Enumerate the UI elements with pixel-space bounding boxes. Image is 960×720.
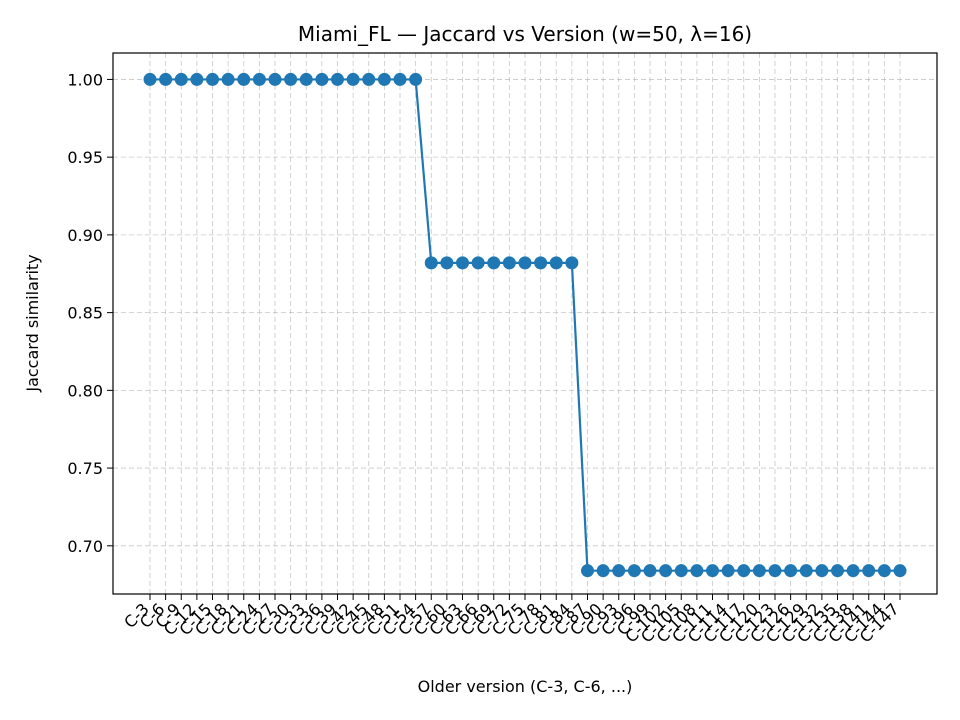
data-point [768, 564, 782, 578]
y-tick-label: 0.95 [67, 148, 103, 167]
data-point [487, 256, 501, 270]
data-point [674, 564, 688, 578]
data-point [440, 256, 454, 270]
y-axis-title: Jaccard similarity [23, 254, 42, 392]
x-axis-ticks: C-3C-6C-9C-12C-15C-18C-21C-24C-27C-30C-3… [120, 594, 903, 646]
y-tick-label: 1.00 [67, 70, 103, 89]
data-point [706, 564, 719, 578]
data-point [627, 564, 641, 578]
data-point [143, 72, 157, 86]
data-point [237, 72, 251, 86]
grid-layer [113, 53, 937, 594]
data-point [565, 256, 579, 270]
data-point [174, 72, 188, 86]
chart-title: Miami_FL — Jaccard vs Version (w=50, λ=1… [298, 22, 752, 46]
y-tick-label: 0.70 [67, 537, 103, 556]
data-point [362, 72, 376, 86]
y-tick-label: 0.75 [67, 459, 103, 478]
data-point [549, 256, 563, 270]
data-point [502, 256, 516, 270]
y-axis-ticks: 0.70 0.75 0.80 0.85 0.90 0.95 1.00 [67, 70, 113, 556]
data-point [799, 564, 813, 578]
data-point [424, 256, 438, 270]
data-point [752, 564, 766, 578]
data-point [815, 564, 829, 578]
data-point [315, 72, 329, 86]
data-point [299, 72, 313, 86]
data-point [659, 564, 673, 578]
data-point [877, 564, 891, 578]
data-point [518, 256, 532, 270]
data-point [206, 72, 219, 86]
y-tick-label: 0.80 [67, 381, 103, 400]
data-point [534, 256, 548, 270]
data-point [284, 72, 298, 86]
data-point [893, 564, 907, 578]
series-layer [143, 72, 907, 578]
data-point [596, 564, 610, 578]
data-point [159, 72, 173, 86]
data-point [268, 72, 282, 86]
data-point [612, 564, 626, 578]
data-point [331, 72, 344, 86]
data-point [581, 564, 594, 578]
data-point [643, 564, 657, 578]
y-tick-label: 0.85 [67, 304, 103, 323]
data-point [862, 564, 876, 578]
data-point [471, 256, 485, 270]
data-point [456, 256, 469, 270]
data-point [190, 72, 204, 86]
data-point [409, 72, 423, 86]
data-point [377, 72, 391, 86]
data-point [737, 564, 751, 578]
data-point [690, 564, 704, 578]
y-tick-label: 0.90 [67, 226, 103, 245]
data-point [221, 72, 235, 86]
data-point [346, 72, 360, 86]
data-point [393, 72, 407, 86]
data-point [721, 564, 735, 578]
data-point [846, 564, 860, 578]
data-point [252, 72, 266, 86]
x-axis-title: Older version (C-3, C-6, ...) [418, 677, 633, 696]
data-point [831, 564, 844, 578]
data-point [784, 564, 798, 578]
